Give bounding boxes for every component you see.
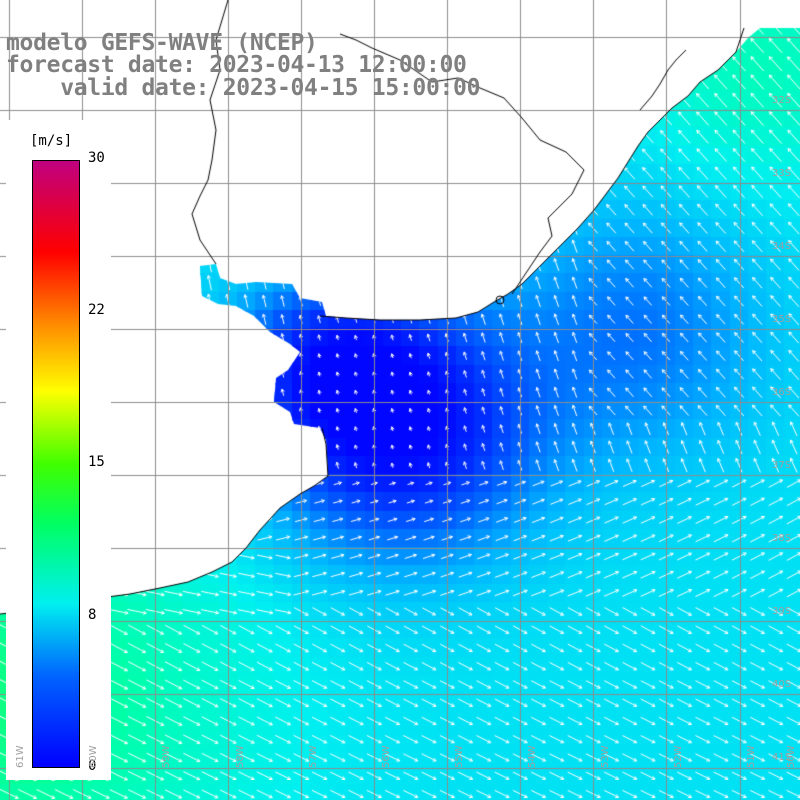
colorbar-tick-30: 30	[88, 150, 105, 166]
lat-label: 34S	[772, 241, 792, 252]
lon-label: 55W	[454, 745, 465, 768]
lon-label: 51W	[746, 745, 757, 768]
lat-label: 35S	[772, 314, 792, 325]
colorbar-tick-8: 8	[88, 607, 97, 623]
colorbar-tick-0: 0	[88, 758, 97, 774]
colorbar-units: [m/s]	[30, 133, 73, 149]
lon-label: 54W	[527, 745, 538, 768]
lon-label: 57W	[308, 745, 319, 768]
colorbar-frame	[32, 160, 80, 768]
lon-label: 58W	[235, 745, 246, 768]
title-forecast-date: forecast date: 2023-04-13 12:00:00	[6, 52, 467, 78]
lat-label: 40S	[772, 679, 792, 690]
lat-label: 36S	[772, 387, 792, 398]
lon-label: 52W	[673, 745, 684, 768]
lat-label: 39S	[772, 606, 792, 617]
lon-label: 53W	[600, 745, 611, 768]
lon-label: 59W	[161, 745, 172, 768]
title-model: modelo GEFS-WAVE (NCEP)	[6, 30, 318, 56]
lat-label: 37S	[772, 460, 792, 471]
colorbar-tick-22: 22	[88, 302, 105, 318]
lon-label: 56W	[381, 745, 392, 768]
lat-label: 32S	[772, 95, 792, 106]
lat-label: 33S	[772, 168, 792, 179]
lat-label: 41S	[772, 752, 792, 763]
colorbar-gradient	[33, 161, 79, 767]
lat-label: 38S	[772, 533, 792, 544]
lon-label: 61W	[15, 745, 26, 768]
colorbar-tick-15: 15	[88, 454, 105, 470]
lon-label: 60W	[88, 745, 99, 768]
title-valid-date: valid date: 2023-04-15 15:00:00	[6, 75, 481, 101]
